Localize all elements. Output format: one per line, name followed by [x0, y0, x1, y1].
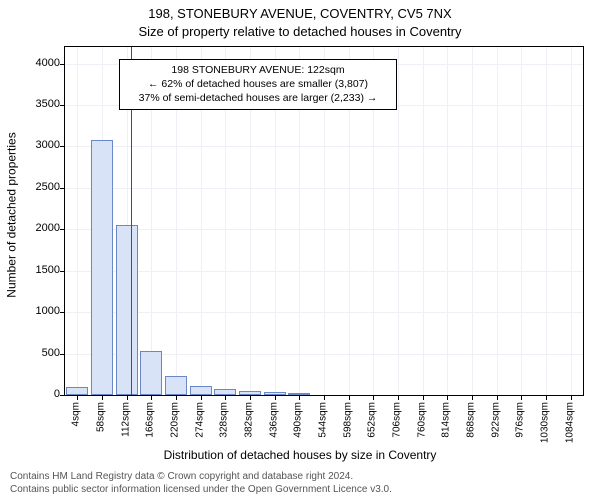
- gridline-v: [77, 47, 78, 395]
- plot-area: 198 STONEBURY AVENUE: 122sqm← 62% of det…: [64, 46, 584, 396]
- y-tick-label: 0: [10, 388, 60, 400]
- histogram-bar: [66, 387, 88, 395]
- y-tick-label: 2500: [10, 181, 60, 193]
- x-tick-label: 220sqm: [170, 402, 181, 438]
- x-tick-label: 166sqm: [145, 402, 156, 438]
- y-tick-mark: [60, 229, 65, 230]
- y-tick-label: 4000: [10, 57, 60, 69]
- x-tick-label: 544sqm: [318, 402, 329, 438]
- y-tick-label: 1500: [10, 264, 60, 276]
- x-tick-mark: [447, 395, 448, 400]
- y-tick-mark: [60, 395, 65, 396]
- histogram-bar: [91, 140, 113, 395]
- gridline-v: [521, 47, 522, 395]
- x-tick-label: 112sqm: [120, 402, 131, 437]
- x-tick-mark: [151, 395, 152, 400]
- x-tick-mark: [497, 395, 498, 400]
- x-tick-mark: [521, 395, 522, 400]
- histogram-bar: [288, 393, 310, 395]
- x-tick-mark: [398, 395, 399, 400]
- histogram-bar: [264, 392, 286, 395]
- x-axis-label: Distribution of detached houses by size …: [0, 448, 600, 462]
- x-tick-label: 1084sqm: [564, 402, 575, 443]
- y-tick-mark: [60, 271, 65, 272]
- histogram-bar: [116, 225, 138, 395]
- gridline-v: [472, 47, 473, 395]
- histogram-bar: [214, 389, 236, 395]
- x-tick-label: 814sqm: [441, 402, 452, 438]
- histogram-bar: [190, 386, 212, 395]
- x-tick-mark: [571, 395, 572, 400]
- x-tick-label: 706sqm: [392, 402, 403, 438]
- x-tick-mark: [373, 395, 374, 400]
- annotation-box: 198 STONEBURY AVENUE: 122sqm← 62% of det…: [119, 59, 397, 110]
- x-tick-label: 58sqm: [96, 402, 107, 432]
- gridline-v: [571, 47, 572, 395]
- x-tick-mark: [472, 395, 473, 400]
- x-tick-label: 976sqm: [515, 402, 526, 438]
- histogram-bar: [140, 351, 162, 395]
- y-tick-mark: [60, 188, 65, 189]
- x-tick-label: 4sqm: [71, 402, 82, 426]
- y-tick-mark: [60, 105, 65, 106]
- gridline-v: [423, 47, 424, 395]
- y-tick-mark: [60, 64, 65, 65]
- x-tick-label: 328sqm: [219, 402, 230, 438]
- x-tick-label: 490sqm: [293, 402, 304, 438]
- x-tick-mark: [250, 395, 251, 400]
- y-tick-label: 500: [10, 347, 60, 359]
- y-tick-label: 2000: [10, 222, 60, 234]
- footer-line1: Contains HM Land Registry data © Crown c…: [10, 471, 392, 484]
- x-tick-mark: [275, 395, 276, 400]
- x-tick-mark: [546, 395, 547, 400]
- gridline-v: [398, 47, 399, 395]
- footer-attribution: Contains HM Land Registry data © Crown c…: [10, 471, 392, 496]
- y-tick-label: 1000: [10, 305, 60, 317]
- x-tick-mark: [225, 395, 226, 400]
- x-tick-label: 652sqm: [367, 402, 378, 438]
- y-tick-mark: [60, 354, 65, 355]
- gridline-v: [546, 47, 547, 395]
- y-tick-mark: [60, 312, 65, 313]
- x-tick-mark: [324, 395, 325, 400]
- chart-container: { "title_line1": "198, STONEBURY AVENUE,…: [0, 0, 600, 500]
- y-tick-label: 3000: [10, 139, 60, 151]
- x-tick-mark: [201, 395, 202, 400]
- histogram-bar: [239, 391, 261, 395]
- annotation-line2: ← 62% of detached houses are smaller (3,…: [128, 77, 388, 91]
- histogram-bar: [165, 376, 187, 395]
- x-tick-mark: [299, 395, 300, 400]
- footer-line2: Contains public sector information licen…: [10, 484, 392, 497]
- y-tick-label: 3500: [10, 98, 60, 110]
- x-tick-label: 922sqm: [490, 402, 501, 438]
- x-tick-label: 760sqm: [416, 402, 427, 438]
- chart-title-line1: 198, STONEBURY AVENUE, COVENTRY, CV5 7NX: [0, 6, 600, 21]
- x-tick-mark: [77, 395, 78, 400]
- chart-title-line2: Size of property relative to detached ho…: [0, 24, 600, 39]
- x-tick-label: 436sqm: [268, 402, 279, 438]
- gridline-v: [447, 47, 448, 395]
- x-tick-label: 274sqm: [194, 402, 205, 438]
- x-tick-mark: [176, 395, 177, 400]
- gridline-v: [497, 47, 498, 395]
- y-tick-mark: [60, 146, 65, 147]
- annotation-line1: 198 STONEBURY AVENUE: 122sqm: [128, 63, 388, 77]
- x-tick-mark: [102, 395, 103, 400]
- x-tick-label: 868sqm: [466, 402, 477, 438]
- annotation-line3: 37% of semi-detached houses are larger (…: [128, 91, 388, 105]
- x-tick-label: 382sqm: [244, 402, 255, 438]
- x-tick-label: 1030sqm: [540, 402, 551, 443]
- x-tick-mark: [423, 395, 424, 400]
- x-tick-mark: [349, 395, 350, 400]
- x-tick-label: 598sqm: [342, 402, 353, 438]
- x-tick-mark: [127, 395, 128, 400]
